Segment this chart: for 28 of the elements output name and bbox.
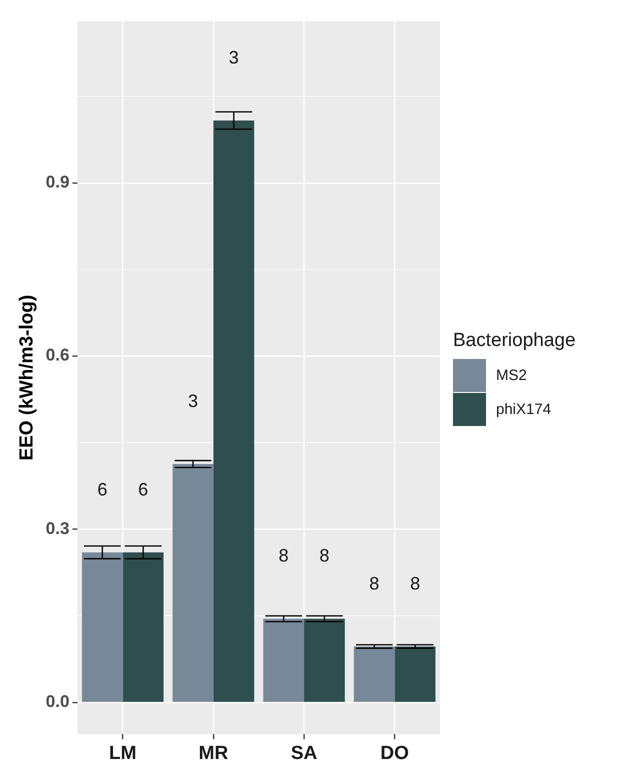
annotation: 6 [97,479,108,500]
bar [263,618,304,702]
x-tick-label: DO [380,742,409,764]
annotation: 3 [228,47,239,68]
legend-label: phiX174 [496,400,552,418]
x-tick-label: SA [290,742,318,764]
legend-label: MS2 [496,366,527,384]
y-axis-title: EEO (kWh/m3-log) [16,294,38,461]
bar [394,646,436,702]
bar [213,120,254,702]
annotation: 8 [369,573,380,594]
bar [354,646,395,702]
bar [122,552,164,702]
x-tick-label: MR [198,742,228,764]
annotation: 6 [138,479,148,500]
bar [82,552,123,702]
y-tick-label: 0.9 [46,172,70,192]
annotation: 8 [278,546,289,566]
y-tick-label: 0.6 [46,346,70,365]
annotation: 8 [319,546,330,566]
x-tick-label: LM [109,742,136,764]
y-tick-label: 0.0 [46,692,70,712]
annotation: 3 [188,390,198,411]
y-tick-label: 0.3 [46,518,70,538]
bar [172,464,214,702]
annotation: 8 [410,573,420,594]
bar [304,618,345,702]
legend-title: Bacteriophage [453,330,576,352]
